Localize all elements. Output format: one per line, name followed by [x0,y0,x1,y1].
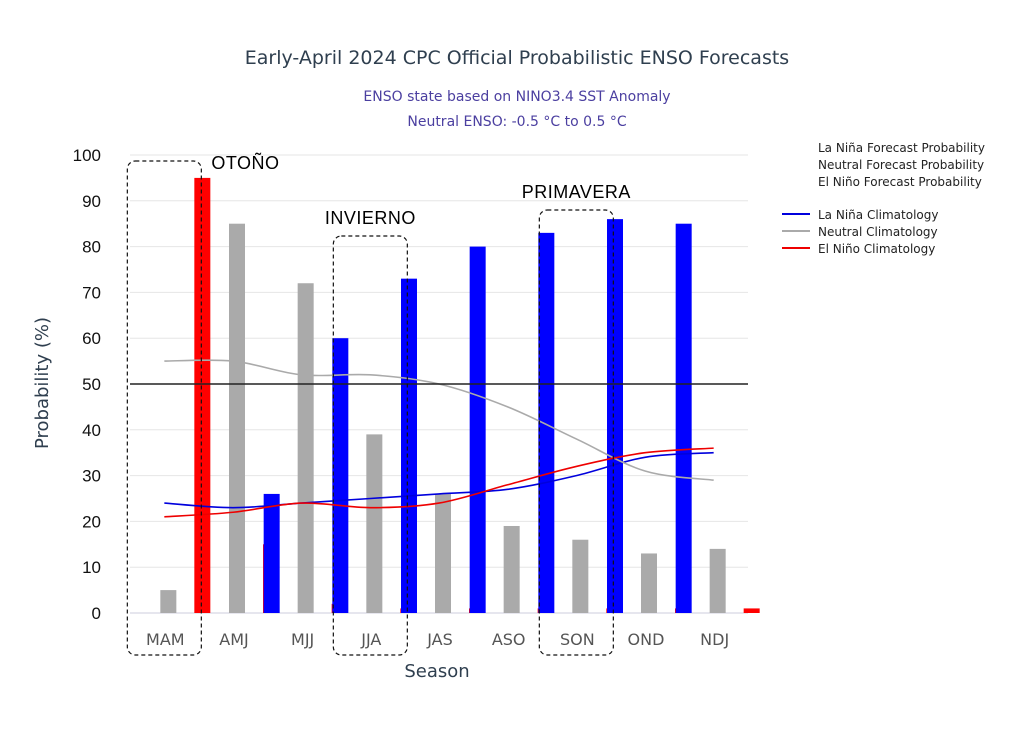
y-tick-60: 60 [82,329,101,348]
bar-la-nina-son [538,232,555,614]
y-tick-50: 50 [82,375,101,394]
bar-neutral-mjj [297,283,314,613]
y-axis-ticks: 0 10 20 30 40 50 60 70 80 90 100 [73,146,101,623]
season-label-primavera: PRIMAVERA [522,182,631,202]
season-box-primavera [538,209,614,656]
bar-la-nina-mjj [263,493,280,613]
y-tick-20: 20 [82,512,101,531]
bar-neutral-ond [641,553,657,613]
bar-la-nina-ond [607,219,623,613]
y-tick-100: 100 [73,146,101,165]
x-tick-aso: ASO [492,630,526,649]
legend-el-nino-climatology: El Niño Climatology [818,242,935,256]
bar-el-nino-ndj [743,608,760,613]
bar-neutral-mam [160,590,177,613]
y-tick-80: 80 [82,238,101,257]
bar-neutral-son [572,539,589,613]
y-tick-90: 90 [82,192,101,211]
y-axis-label: Probability (%) [32,317,53,449]
x-tick-ond: OND [628,630,665,649]
x-tick-ndj: NDJ [700,630,729,649]
season-label-invierno: INVIERNO [325,208,416,228]
chart-subtitle-2: Neutral ENSO: -0.5 °C to 0.5 °C [407,114,626,130]
legend-la-nina-climatology: La Niña Climatology [818,208,938,222]
x-tick-jja: JJA [360,630,381,649]
y-tick-10: 10 [82,558,101,577]
line-la-nina-climatology [164,451,714,509]
season-label-otono: OTOÑO [211,152,279,173]
bar-neutral-jja [366,434,383,613]
legend-la-nina-forecast-probability: La Niña Forecast Probability [818,141,985,155]
legend-neutral-climatology: Neutral Climatology [818,225,938,239]
y-tick-0: 0 [92,604,101,623]
bars [160,177,760,614]
x-tick-jas: JAS [426,630,453,649]
x-axis-label: Season [404,661,469,682]
y-tick-40: 40 [82,421,101,440]
x-tick-mam: MAM [146,630,185,649]
bar-neutral-amj [229,223,245,613]
line-neutral-climatology [164,359,714,481]
bar-la-nina-jas [401,278,417,613]
season-box-invierno [332,235,408,656]
x-tick-mjj: MJJ [291,630,314,649]
legend: La Niña Forecast Probability Neutral Fore… [782,141,985,256]
x-tick-amj: AMJ [219,630,248,649]
chart-subtitle-1: ENSO state based on NINO3.4 SST Anomaly [363,89,670,105]
bar-la-nina-ndj [675,223,692,613]
chart-title: Early-April 2024 CPC Official Probabilis… [245,47,789,69]
bar-neutral-ndj [709,548,726,613]
bar-neutral-jas [435,493,451,613]
bar-la-nina-aso [469,246,486,613]
y-tick-70: 70 [82,283,101,302]
y-tick-30: 30 [82,467,101,486]
x-tick-son: SON [560,630,595,649]
x-axis-ticks: MAM AMJ MJJ JJA JAS ASO SON OND NDJ [146,630,729,649]
bar-el-nino-mam [194,177,211,613]
line-el-nino-climatology [164,447,714,518]
season-annotations: OTOÑO INVIERNO PRIMAVERA [126,152,631,656]
bar-la-nina-jja [332,338,349,613]
season-box-otono [126,160,202,656]
legend-el-nino-forecast-probability: El Niño Forecast Probability [818,175,982,189]
bar-neutral-aso [503,525,520,613]
legend-neutral-forecast-probability: Neutral Forecast Probability [818,158,984,172]
